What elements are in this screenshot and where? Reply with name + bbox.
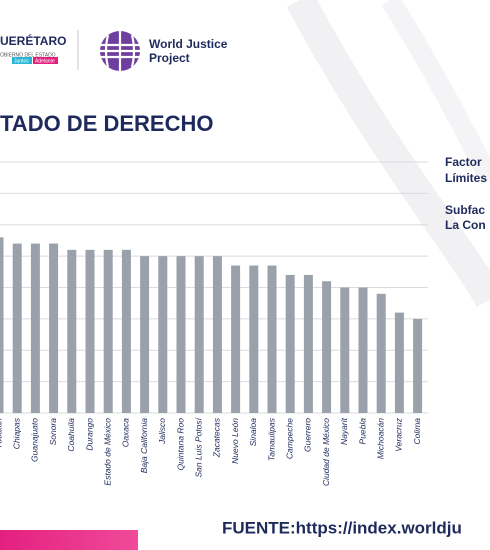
bar — [121, 249, 131, 413]
logo-tag-text: Juntos — [14, 58, 29, 64]
x-tick-label: Chiapas — [11, 417, 21, 449]
bar — [358, 287, 368, 413]
bar — [285, 274, 295, 413]
logo-tag — [12, 57, 32, 64]
background-curve — [381, 0, 490, 185]
x-tick-label: Guanajuato — [30, 418, 40, 462]
bar — [322, 281, 332, 413]
logo-tag — [33, 57, 58, 64]
bar — [158, 256, 168, 413]
side-value: La Con — [445, 218, 486, 232]
x-tick-label: Quintana Roo — [175, 418, 185, 471]
bar — [376, 293, 386, 413]
x-tick-label: Veracruz — [394, 417, 404, 451]
bar — [340, 287, 350, 413]
chart-title: TADO DE DERECHO — [0, 111, 214, 136]
x-tick-label: Michoacán — [375, 418, 385, 459]
footer-source: FUENTE:https://index.worldju — [222, 518, 462, 537]
x-tick-label: Yucatán — [0, 418, 3, 449]
bar — [49, 243, 59, 413]
footer-bar — [0, 530, 138, 550]
side-value: Límites — [445, 171, 487, 185]
bar — [267, 265, 277, 413]
bar — [231, 265, 241, 413]
bar — [176, 256, 186, 413]
bar — [140, 256, 150, 413]
x-tick-label: Puebla — [357, 418, 367, 445]
x-tick-label: Coahuila — [66, 418, 76, 452]
x-tick-label: Ciudad de México — [321, 418, 331, 486]
x-tick-label: Nayarit — [339, 417, 349, 445]
x-tick-label: Oaxaca — [121, 418, 131, 448]
x-tick-label: San Luis Potosí — [193, 416, 203, 477]
x-tick-label: Sinaloa — [248, 418, 258, 447]
x-tick-label: Campeche — [284, 418, 294, 459]
x-tick-label: Guerrero — [303, 418, 313, 452]
bar — [0, 237, 4, 413]
partner-name: World Justice — [149, 37, 228, 51]
bar — [212, 256, 222, 413]
x-tick-label: Jalisco — [157, 418, 167, 445]
x-tick-label: Nuevo León — [230, 418, 240, 464]
bar — [394, 312, 404, 413]
wjp-logo — [100, 31, 140, 71]
bar — [303, 274, 313, 413]
x-tick-label: Zacatecas — [212, 417, 222, 458]
bar — [249, 265, 259, 413]
side-label: Factor — [445, 155, 482, 169]
logo-tag-text: Adelante — [35, 58, 55, 64]
bar — [12, 243, 22, 413]
bar — [67, 249, 77, 413]
x-tick-label: Estado de México — [102, 418, 112, 486]
x-tick-label: Baja California — [139, 418, 149, 474]
x-tick-label: Sonora — [48, 418, 58, 446]
side-label: Subfac — [445, 203, 485, 217]
bar — [30, 243, 40, 413]
x-tick-label: Colima — [412, 418, 422, 445]
x-tick-label: Tamaulipas — [266, 417, 276, 461]
partner-name: Project — [149, 51, 190, 65]
x-tick-label: Durango — [84, 418, 94, 451]
background-curve — [286, 0, 490, 308]
bar — [103, 249, 113, 413]
logo-text: UERÉTARO — [0, 33, 66, 48]
logo-sub: OBIERNO DEL ESTADO — [0, 52, 56, 58]
bar — [194, 256, 204, 413]
bar — [413, 318, 423, 413]
bar — [85, 249, 95, 413]
